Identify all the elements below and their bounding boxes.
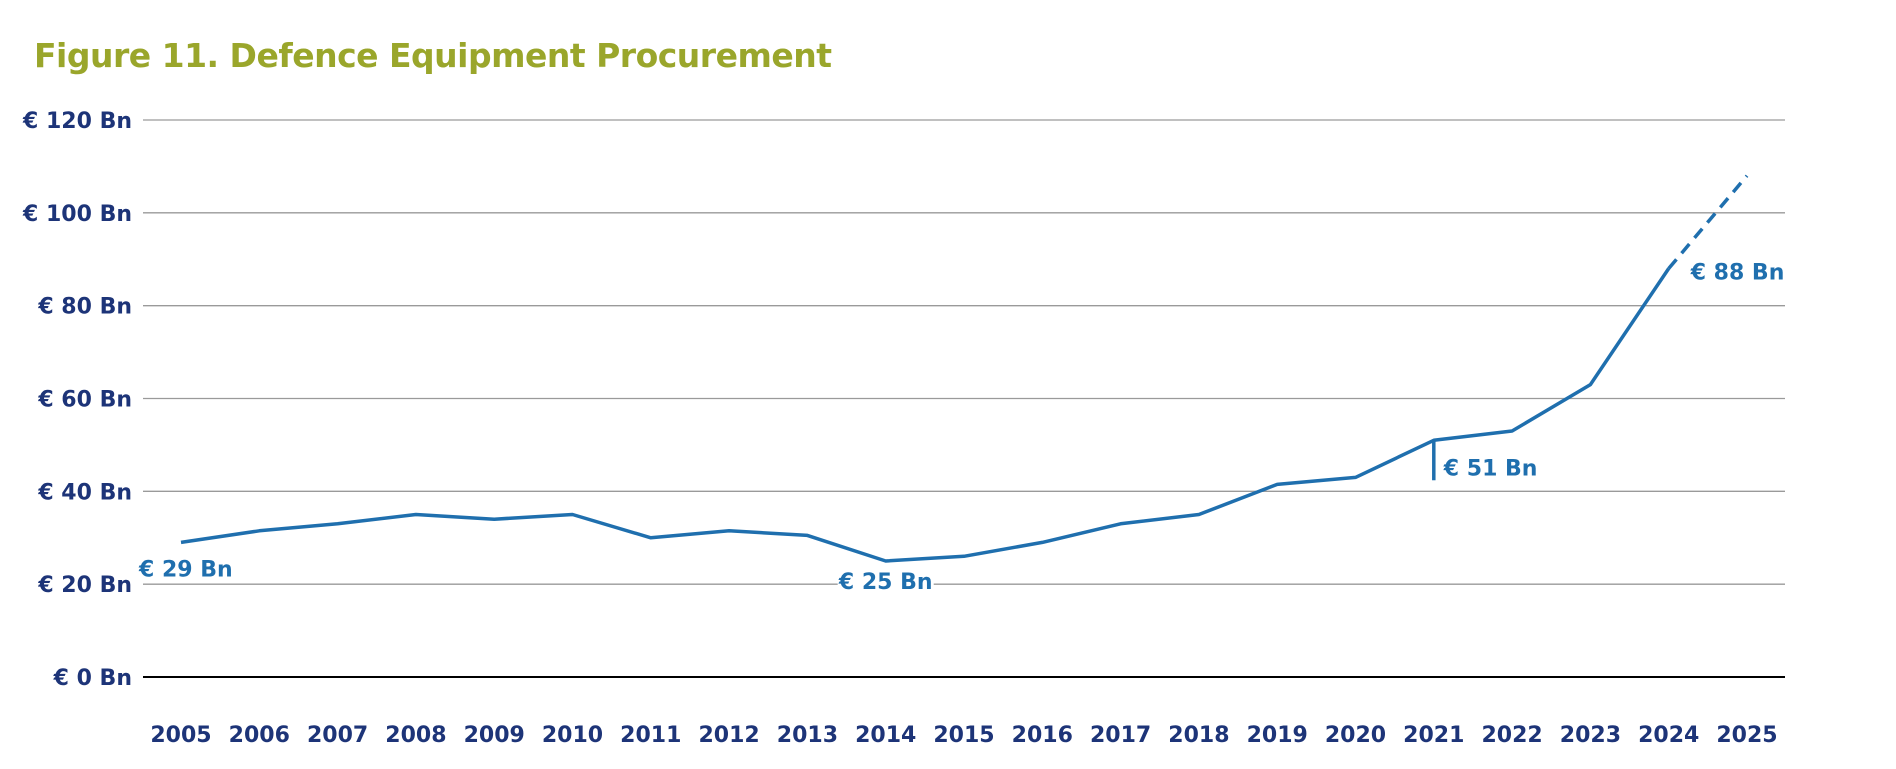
x-tick-label: 2021 xyxy=(1403,723,1464,748)
x-tick-label: 2014 xyxy=(855,723,916,748)
x-tick-label: 2019 xyxy=(1247,723,1308,748)
x-tick-label: 2020 xyxy=(1325,723,1386,748)
forecast-line xyxy=(1667,174,1749,270)
y-tick-label: € 40 Bn xyxy=(37,480,132,505)
x-tick-label: 2025 xyxy=(1716,723,1777,748)
y-tick-label: € 60 Bn xyxy=(37,388,132,413)
gridlines xyxy=(143,119,1785,678)
annotation-background xyxy=(837,566,934,597)
x-tick-label: 2013 xyxy=(777,723,838,748)
x-axis-ticks: 2005 2006 2007 2008 2009 2010 2011 2012 2013 2014… xyxy=(150,723,1777,748)
x-tick-label: 2005 xyxy=(150,723,211,748)
y-axis-ticks: € 0 Bn € 20 Bn € 40 Bn € 60 Bn € 80 Bn € 100 … xyxy=(22,109,132,691)
x-tick-label: 2012 xyxy=(698,723,759,748)
series-line xyxy=(180,267,1671,563)
y-tick-label: € 80 Bn xyxy=(37,295,132,320)
x-tick-label: 2006 xyxy=(229,723,290,748)
x-tick-label: 2023 xyxy=(1560,723,1621,748)
x-tick-label: 2024 xyxy=(1638,723,1699,748)
x-tick-label: 2017 xyxy=(1090,723,1151,748)
y-tick-label: € 100 Bn xyxy=(22,202,132,227)
x-tick-label: 2018 xyxy=(1168,723,1229,748)
x-tick-label: 2007 xyxy=(307,723,368,748)
x-tick-label: 2010 xyxy=(542,723,603,748)
data-label: € 25 Bn xyxy=(838,570,933,595)
y-tick-label: € 120 Bn xyxy=(22,109,132,134)
x-tick-label: 2009 xyxy=(464,723,525,748)
x-tick-label: 2008 xyxy=(385,723,446,748)
data-labels: € 29 Bn € 25 Bn € 51 Bn € 88 Bn xyxy=(138,261,1784,597)
x-tick-label: 2022 xyxy=(1481,723,1542,748)
x-tick-label: 2015 xyxy=(933,723,994,748)
y-tick-label: € 20 Bn xyxy=(37,573,132,598)
x-tick-label: 2011 xyxy=(620,723,681,748)
chart-title: Figure 11. Defence Equipment Procurement xyxy=(34,36,832,75)
y-tick-label: € 0 Bn xyxy=(53,666,132,691)
data-label: € 29 Bn xyxy=(138,557,233,582)
data-label: € 88 Bn xyxy=(1690,261,1785,286)
data-label: € 51 Bn xyxy=(1443,456,1538,481)
series-lines xyxy=(180,174,1749,563)
x-tick-label: 2016 xyxy=(1012,723,1073,748)
